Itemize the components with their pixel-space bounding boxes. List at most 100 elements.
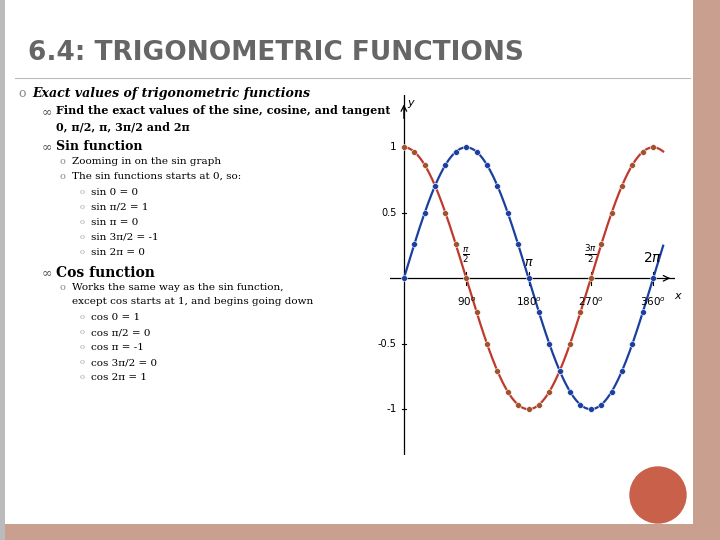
Text: sin 3π/2 = -1: sin 3π/2 = -1	[91, 233, 158, 242]
Text: o: o	[60, 157, 66, 166]
Point	[626, 160, 638, 169]
Text: o: o	[80, 218, 85, 226]
Text: o: o	[60, 172, 66, 181]
Text: -0.5: -0.5	[378, 339, 397, 349]
Point	[419, 160, 431, 169]
Text: cos 0 = 1: cos 0 = 1	[91, 313, 140, 322]
Point	[502, 387, 513, 396]
Point	[440, 160, 451, 169]
Text: o: o	[80, 233, 85, 241]
Point	[595, 240, 607, 249]
Point	[492, 367, 503, 375]
Text: Zooming in on the sin graph: Zooming in on the sin graph	[72, 157, 221, 166]
Point	[492, 181, 503, 190]
Text: Exact values of trigonometric functions: Exact values of trigonometric functions	[32, 87, 310, 100]
Text: ∞: ∞	[42, 140, 53, 153]
Point	[554, 367, 565, 375]
Text: 0, π/2, π, 3π/2 and 2π: 0, π/2, π, 3π/2 and 2π	[56, 121, 190, 132]
Text: 90$^o$: 90$^o$	[456, 295, 476, 308]
Text: sin π/2 = 1: sin π/2 = 1	[91, 203, 148, 212]
Point	[606, 208, 617, 217]
Text: 1: 1	[390, 143, 397, 152]
Text: 360$^o$: 360$^o$	[640, 295, 666, 308]
Point	[398, 274, 410, 282]
Text: cos 2π = 1: cos 2π = 1	[91, 373, 147, 382]
Text: sin 0 = 0: sin 0 = 0	[91, 188, 138, 197]
Point	[471, 147, 482, 156]
Point	[544, 387, 555, 396]
Text: ∞: ∞	[42, 266, 53, 279]
Text: o: o	[80, 373, 85, 381]
Text: sin 2π = 0: sin 2π = 0	[91, 248, 145, 257]
Text: $x$: $x$	[674, 292, 683, 301]
Text: Cos function: Cos function	[56, 266, 155, 280]
Text: $2\pi$: $2\pi$	[644, 251, 663, 265]
Text: 180$^o$: 180$^o$	[516, 295, 541, 308]
Text: o: o	[60, 283, 66, 292]
Point	[523, 405, 534, 414]
Text: The sin functions starts at 0, so:: The sin functions starts at 0, so:	[72, 172, 241, 181]
Text: cos 3π/2 = 0: cos 3π/2 = 0	[91, 358, 157, 367]
Point	[585, 274, 597, 282]
Text: o: o	[80, 313, 85, 321]
Point	[398, 143, 410, 152]
Text: 6.4: TRIGONOMETRIC FUNCTIONS: 6.4: TRIGONOMETRIC FUNCTIONS	[28, 40, 524, 66]
Text: $y$: $y$	[407, 98, 416, 110]
Text: Works the same way as the sin function,: Works the same way as the sin function,	[72, 283, 284, 292]
Point	[637, 308, 649, 316]
Text: o: o	[18, 87, 25, 100]
Point	[513, 400, 524, 409]
Point	[595, 400, 607, 409]
Point	[564, 387, 576, 396]
Point	[647, 143, 659, 152]
Text: $\pi$: $\pi$	[523, 256, 534, 269]
Point	[429, 181, 441, 190]
Text: cos π = -1: cos π = -1	[91, 343, 144, 352]
Text: 270$^o$: 270$^o$	[578, 295, 604, 308]
Point	[513, 240, 524, 249]
Point	[481, 160, 492, 169]
Point	[554, 367, 565, 375]
Point	[585, 405, 597, 414]
Text: Sin function: Sin function	[56, 140, 143, 153]
Text: cos π/2 = 0: cos π/2 = 0	[91, 328, 150, 337]
Text: ∞: ∞	[42, 105, 53, 118]
Circle shape	[630, 467, 686, 523]
Text: o: o	[80, 358, 85, 366]
Point	[616, 181, 628, 190]
Text: 0.5: 0.5	[382, 208, 397, 218]
Point	[408, 240, 420, 249]
Point	[533, 308, 544, 316]
Point	[481, 340, 492, 348]
Text: $\frac{3\pi}{2}$: $\frac{3\pi}{2}$	[585, 244, 598, 265]
Point	[440, 208, 451, 217]
Point	[647, 274, 659, 282]
Point	[450, 240, 462, 249]
Point	[575, 400, 586, 409]
Bar	[0, 0, 5, 540]
Text: o: o	[80, 328, 85, 336]
Text: except cos starts at 1, and begins going down: except cos starts at 1, and begins going…	[72, 297, 313, 306]
Text: -1: -1	[387, 404, 397, 414]
Text: o: o	[80, 188, 85, 196]
Point	[606, 387, 617, 396]
Point	[523, 274, 534, 282]
Text: $\frac{\pi}{2}$: $\frac{\pi}{2}$	[462, 246, 470, 265]
Point	[544, 340, 555, 348]
Point	[429, 181, 441, 190]
Point	[502, 208, 513, 217]
Point	[533, 400, 544, 409]
Text: o: o	[80, 343, 85, 351]
Point	[419, 208, 431, 217]
Point	[564, 340, 576, 348]
Point	[616, 367, 628, 375]
Text: sin π = 0: sin π = 0	[91, 218, 138, 227]
Text: o: o	[80, 248, 85, 256]
Point	[471, 308, 482, 316]
Bar	[0, 524, 720, 540]
Point	[408, 147, 420, 156]
Point	[461, 274, 472, 282]
Text: Find the exact values of the sine, cosine, and tangent functions when t =: Find the exact values of the sine, cosin…	[56, 105, 513, 116]
Point	[626, 340, 638, 348]
Point	[450, 147, 462, 156]
